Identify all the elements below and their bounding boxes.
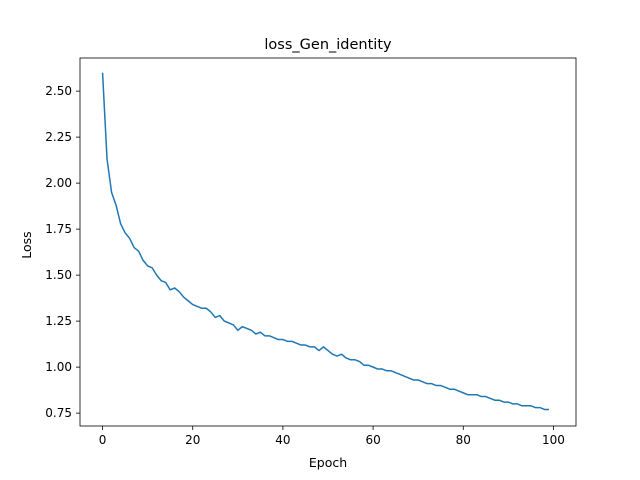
x-tick-label: 20 — [185, 433, 200, 447]
y-tick-label: 2.00 — [45, 176, 72, 190]
x-tick-label: 40 — [275, 433, 290, 447]
y-tick-label: 2.50 — [45, 84, 72, 98]
y-tick-label: 0.75 — [45, 406, 72, 420]
plot-area: 0 20 40 60 80 100 0.75 1.00 1.25 1.50 1.75 2.00 2.25… — [45, 57, 577, 447]
y-tick-label: 2.25 — [45, 130, 72, 144]
y-tick-label: 1.50 — [45, 268, 72, 282]
x-tick-label: 60 — [365, 433, 380, 447]
y-tick-label: 1.25 — [45, 314, 72, 328]
x-axis-label: Epoch — [309, 455, 347, 470]
y-tick-label: 1.75 — [45, 222, 72, 236]
series-line-0 — [101, 72, 549, 411]
y-axis-label: Loss — [19, 231, 34, 258]
y-tick-label: 1.00 — [45, 360, 72, 374]
axes-frame — [79, 57, 577, 427]
x-tick-label: 0 — [99, 433, 107, 447]
x-tick-label: 80 — [456, 433, 471, 447]
chart-title: loss_Gen_identity — [264, 37, 392, 53]
x-tick-label: 100 — [542, 433, 565, 447]
